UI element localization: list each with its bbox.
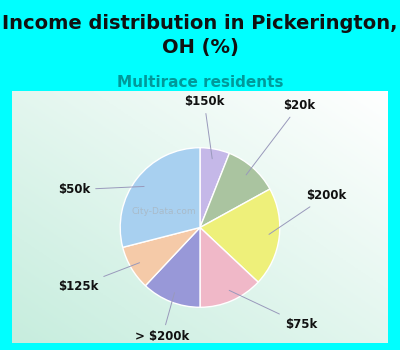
Wedge shape <box>200 148 229 228</box>
Wedge shape <box>120 148 200 247</box>
Text: $150k: $150k <box>184 95 224 159</box>
Text: > $200k: > $200k <box>135 293 189 343</box>
Wedge shape <box>200 228 258 307</box>
Text: $125k: $125k <box>58 263 140 293</box>
Text: $75k: $75k <box>229 290 317 331</box>
Text: City-Data.com: City-Data.com <box>132 208 196 216</box>
Text: Income distribution in Pickerington,
OH (%): Income distribution in Pickerington, OH … <box>2 14 398 56</box>
Wedge shape <box>200 153 270 228</box>
Text: Multirace residents: Multirace residents <box>117 75 283 90</box>
Wedge shape <box>200 189 280 282</box>
Text: $200k: $200k <box>269 189 346 235</box>
Wedge shape <box>145 228 200 307</box>
Text: $50k: $50k <box>58 183 144 196</box>
Text: $20k: $20k <box>246 99 315 175</box>
Wedge shape <box>123 228 200 286</box>
